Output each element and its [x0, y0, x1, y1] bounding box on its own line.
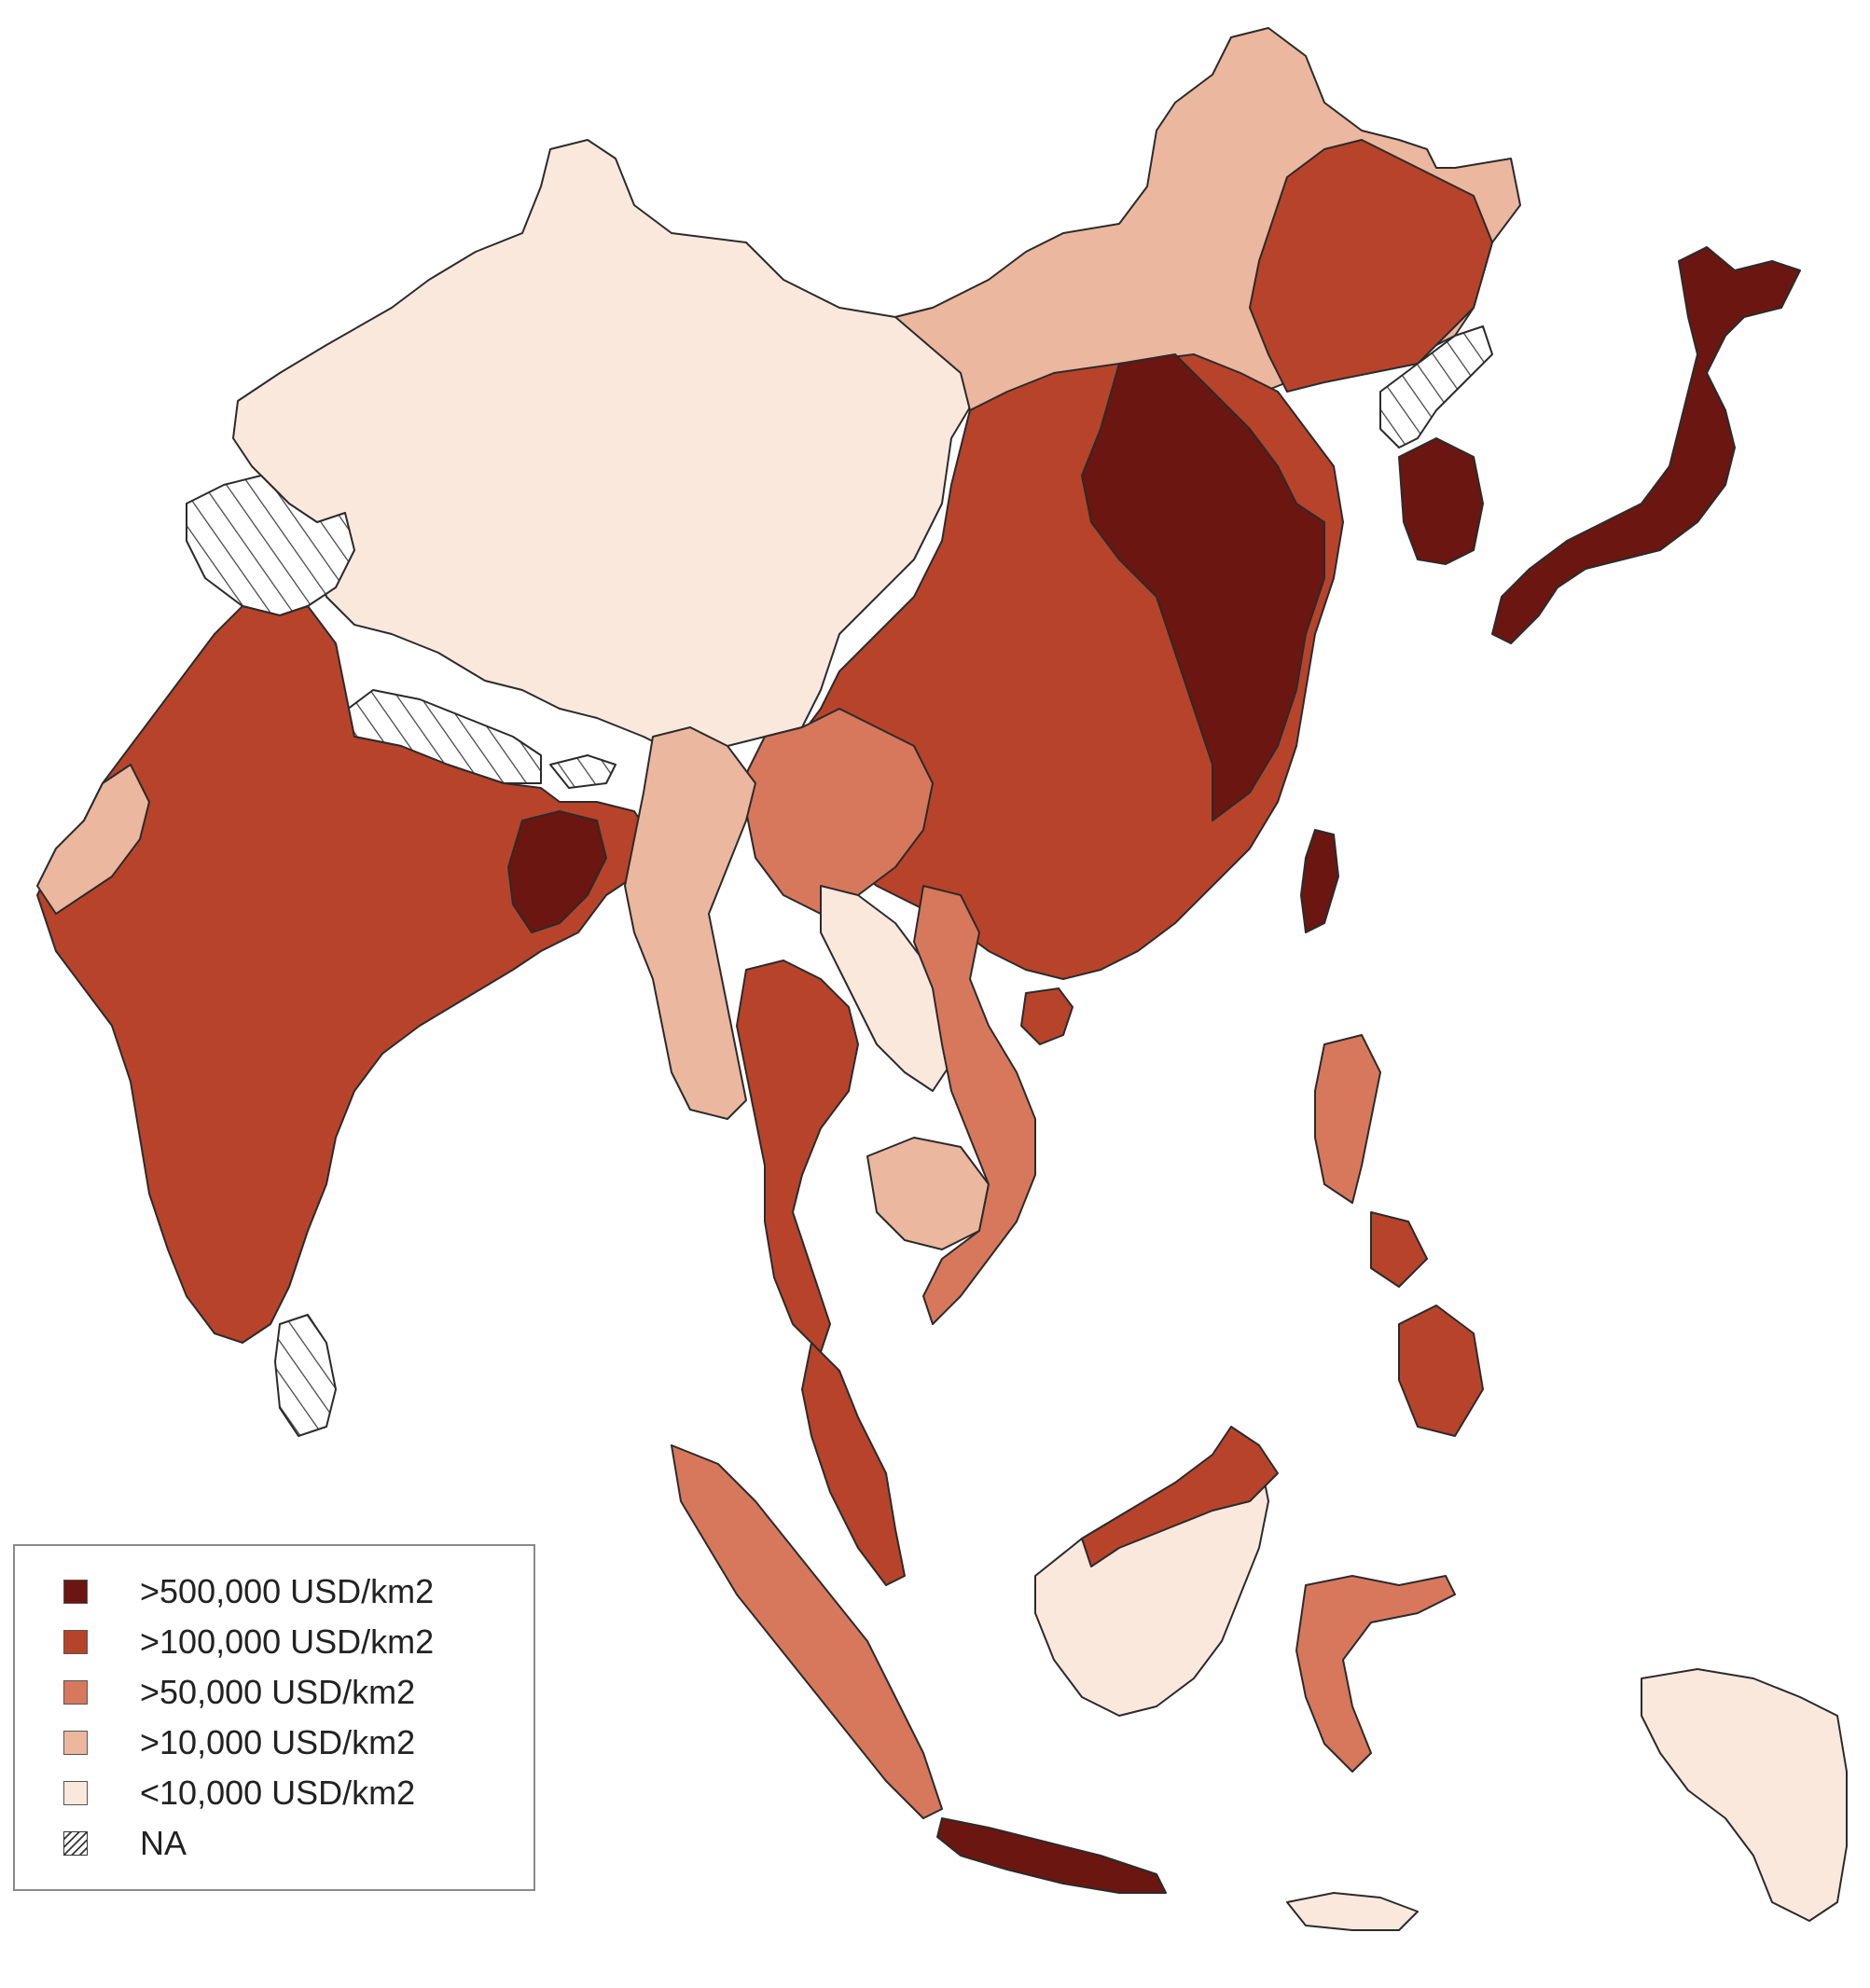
region-timor [1286, 1892, 1419, 1931]
legend-label: >500,000 USD/km2 [140, 1572, 435, 1610]
legend-label: <10,000 USD/km2 [140, 1774, 416, 1812]
legend-label: >100,000 USD/km2 [140, 1622, 435, 1661]
region-philippines-visayas [1370, 1211, 1428, 1288]
legend-item: >100,000 USD/km2 [63, 1617, 533, 1667]
region-java [936, 1817, 1167, 1894]
region-philippines-luzon [1314, 1034, 1381, 1204]
legend-label: >10,000 USD/km2 [140, 1723, 416, 1761]
hatch-pattern-icon [63, 1831, 88, 1856]
legend-swatch [63, 1580, 88, 1604]
region-japan [1491, 246, 1801, 644]
region-malaysia-peninsula [801, 1342, 906, 1586]
region-hainan [1020, 987, 1074, 1045]
legend-item: <10,000 USD/km2 [63, 1768, 533, 1818]
region-kashmir [186, 475, 355, 616]
region-myanmar [624, 726, 756, 1120]
legend-item: >50,000 USD/km2 [63, 1667, 533, 1718]
region-northeast-china [1249, 139, 1493, 393]
legend-swatch [63, 1731, 88, 1755]
legend-label: NA [140, 1824, 187, 1862]
region-south-korea [1398, 437, 1484, 565]
region-bhutan [549, 754, 616, 789]
region-laos [820, 885, 952, 1092]
region-thailand [736, 959, 859, 1353]
region-bangladesh [507, 810, 607, 933]
region-western-china [232, 139, 980, 756]
legend-swatch [63, 1630, 88, 1654]
region-new-guinea [1641, 1668, 1848, 1922]
region-southwest-china [745, 708, 934, 915]
legend-item: NA [63, 1818, 533, 1869]
legend-label: >50,000 USD/km2 [140, 1673, 416, 1711]
region-north-korea [1379, 325, 1493, 449]
region-sulawesi [1295, 1575, 1456, 1773]
legend-item: >500,000 USD/km2 [63, 1567, 533, 1617]
region-taiwan [1300, 829, 1339, 933]
region-sumatra [671, 1444, 943, 1819]
legend-swatch [63, 1781, 88, 1805]
legend: >500,000 USD/km2 >100,000 USD/km2 >50,00… [13, 1544, 535, 1891]
region-india [36, 605, 654, 1344]
region-sri-lanka [274, 1314, 337, 1437]
region-cambodia [866, 1137, 990, 1250]
legend-item: >10,000 USD/km2 [63, 1718, 533, 1768]
region-india-northwest [36, 764, 150, 915]
region-philippines-mindanao [1398, 1305, 1484, 1437]
region-vietnam [913, 885, 1036, 1325]
region-coastal-china [1081, 353, 1325, 821]
region-sarawak-sabah [1081, 1426, 1279, 1567]
legend-swatch [63, 1680, 88, 1705]
